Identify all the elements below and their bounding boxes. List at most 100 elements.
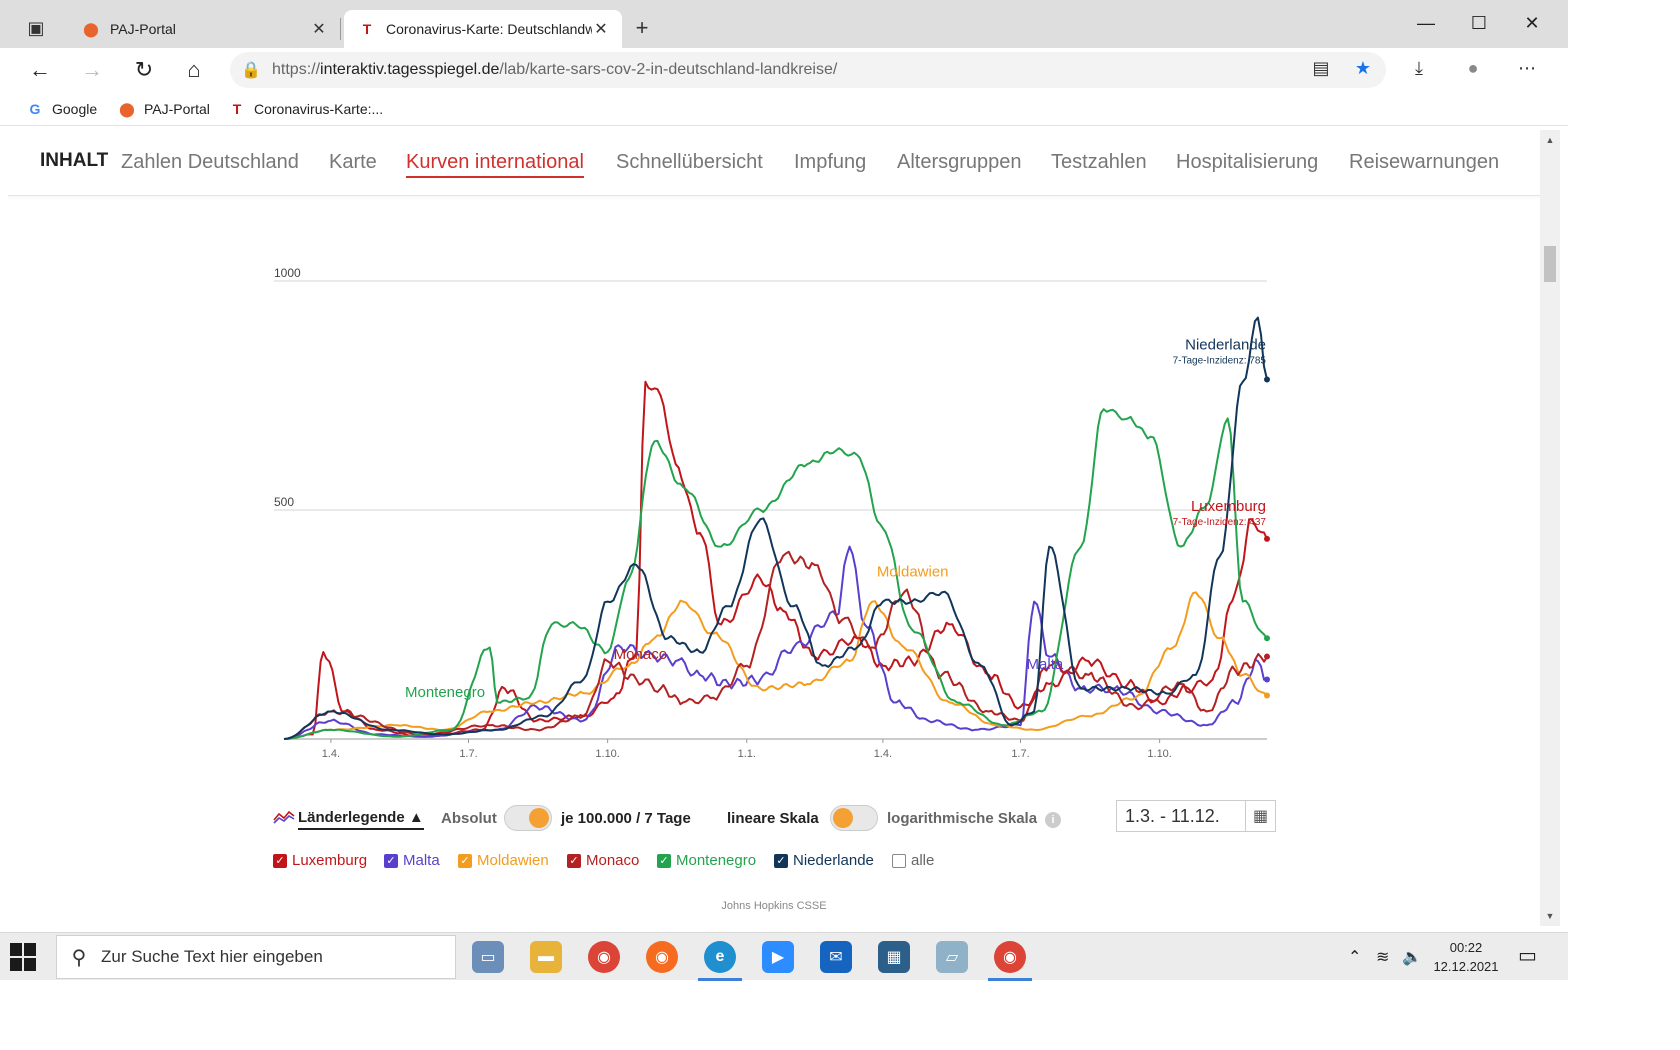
windows-start-icon[interactable] [10,943,38,971]
tray-chevron-icon[interactable]: ⌃ [1348,949,1362,966]
close-window-button[interactable]: ✕ [1524,13,1540,33]
bookmarks-bar: G Google ⬤ PAJ-Portal T Coronavirus-Kart… [0,92,1568,126]
info-icon[interactable]: i [1045,812,1061,828]
scroll-down-icon[interactable]: ▼ [1545,911,1555,921]
more-menu-icon[interactable]: ⋯ [1518,58,1536,78]
home-button[interactable]: ⌂ [187,57,201,82]
page-scrollbar[interactable]: ▲ ▼ [1540,130,1560,926]
lock-icon[interactable]: 🔒 [241,62,261,79]
maximize-button[interactable]: ☐ [1470,13,1488,33]
reload-button[interactable]: ↻ [134,57,154,82]
absolut-label[interactable]: Absolut [441,810,497,827]
tab-divider [340,18,341,40]
download-icon[interactable]: ⤓ [1415,58,1423,78]
close-tab-icon[interactable]: ✕ [594,21,608,38]
country-label: Monaco [586,852,640,869]
y-tick-label: 1000 [274,266,301,280]
chrome-running-icon[interactable]: ◉ [988,941,1032,981]
nav-kurven-international[interactable]: Kurven international [406,151,584,178]
series-line-niederlande [283,316,1268,740]
nav-label: INHALT [40,150,109,171]
series-line-moldawien [283,591,1268,740]
nav-altersgruppen[interactable]: Altersgruppen [897,151,1022,173]
checkbox-monaco[interactable]: ✓ Monaco [567,852,639,869]
checkbox-luxemburg[interactable]: ✓ Luxemburg [273,852,367,869]
chrome-icon[interactable]: ◉ [588,941,620,973]
checkbox-icon: ✓ [774,853,788,868]
series-end-dot-moldawien [1264,692,1270,699]
series-label-malta: Malta [1027,656,1064,673]
reader-view-icon[interactable]: ▤ [1312,58,1330,78]
tagesspiegel-icon: T [232,101,242,117]
site-nav: INHALT Zahlen Deutschland Karte Kurven i… [8,130,1540,196]
incidence-chart: 1000 500 1.4. 1.7. 1.10. 1.1. 1.4. 1.7. 1.10. Nie… [274,266,1270,760]
tab-coronavirus-karte[interactable]: T Coronavirus-Karte: Deutschlandw ✕ [344,10,622,48]
forward-button[interactable]: → [81,57,103,82]
video-editor-icon[interactable]: ▦ [878,941,910,973]
bookmark-label: Coronavirus-Karte:... [254,101,384,117]
checkbox-montenegro[interactable]: ✓ Montenegro [657,852,756,869]
linear-scale-label[interactable]: lineare Skala [727,810,819,827]
x-tick-label: 1.10. [1147,748,1171,760]
nav-testzahlen[interactable]: Testzahlen [1051,151,1147,173]
new-tab-button[interactable]: + [635,15,649,40]
wifi-icon[interactable]: ≋ [1376,949,1390,966]
back-button[interactable]: ← [29,57,51,82]
volume-icon[interactable]: 🔈 [1402,949,1422,966]
nav-schnelluebersicht[interactable]: Schnellübersicht [616,151,763,173]
notes-app-icon[interactable]: ▱ [936,941,968,973]
bookmark-paj-portal[interactable]: ⬤ PAJ-Portal [118,98,210,120]
address-bar: ← → ↻ ⌂ 🔒 https://interaktiv.tagesspiege… [0,48,1568,92]
absolute-relative-toggle[interactable] [504,805,552,831]
scroll-up-icon[interactable]: ▲ [1545,135,1555,145]
zoom-icon[interactable]: ▶ [762,941,794,973]
log-scale-label[interactable]: logarithmische Skala [887,810,1038,827]
pin-icon: ⬤ [83,20,99,37]
country-label: Moldawien [477,852,549,869]
date-range-input[interactable]: 1.3. - 11.12. ▦ [1116,800,1276,832]
series-line-montenegro [283,408,1268,740]
taskbar-search[interactable]: ⚲ Zur Suche Text hier eingeben [56,935,456,979]
scroll-thumb[interactable] [1544,246,1556,282]
checkbox-icon: ✓ [657,853,671,868]
taskbar-clock[interactable]: 00:22 12.12.2021 [1426,938,1506,976]
minimize-button[interactable]: — [1417,13,1435,33]
favorite-star-icon[interactable]: ★ [1354,58,1372,78]
chart-controls: Länderlegende ▲ Absolut je 100.000 / 7 T… [8,780,1540,912]
series-end-dot-luxemburg [1264,535,1270,542]
toggle-knob [833,808,853,828]
notification-icon[interactable]: ▭ [1518,945,1537,967]
scale-toggle[interactable] [830,805,878,831]
laptop-app-icon[interactable]: ▭ [472,941,504,973]
checkbox-icon: ✓ [567,853,581,868]
nav-reisewarnungen[interactable]: Reisewarnungen [1349,151,1500,173]
checkbox-alle[interactable]: alle [892,852,934,869]
url-field[interactable]: 🔒 https://interaktiv.tagesspiegel.de/lab… [230,52,1386,88]
url-scheme: https:// [272,61,321,78]
mail-icon[interactable]: ✉ [820,941,852,973]
close-tab-icon[interactable]: ✕ [312,21,326,38]
tab-actions-icon[interactable]: ▣ [27,17,45,38]
checkbox-malta[interactable]: ✓ Malta [384,852,440,869]
file-explorer-icon[interactable]: ▬ [530,941,562,973]
legend-toggle[interactable]: Länderlegende ▲ [298,809,424,830]
nav-zahlen-deutschland[interactable]: Zahlen Deutschland [121,151,299,173]
nav-impfung[interactable]: Impfung [794,151,867,173]
x-tick-label: 1.4. [874,748,892,760]
calendar-icon[interactable]: ▦ [1245,801,1275,831]
profile-avatar-icon[interactable]: ● [1467,58,1479,78]
per-100k-label[interactable]: je 100.000 / 7 Tage [561,810,691,827]
checkbox-icon: ✓ [384,853,398,868]
series-label-montenegro: Montenegro [405,684,485,701]
bookmark-coronavirus-karte[interactable]: T Coronavirus-Karte:... [228,98,383,120]
nav-karte[interactable]: Karte [329,151,377,173]
tab-paj-portal[interactable]: ⬤ PAJ-Portal ✕ [68,10,340,48]
edge-icon[interactable]: e [698,941,742,981]
firefox-icon[interactable]: ◉ [646,941,678,973]
checkbox-moldawien[interactable]: ✓ Moldawien [458,852,549,869]
bookmark-google[interactable]: G Google [26,98,98,120]
tab-title: PAJ-Portal [110,21,176,37]
nav-hospitalisierung[interactable]: Hospitalisierung [1176,151,1319,173]
checkbox-niederlande[interactable]: ✓ Niederlande [774,852,874,869]
clock-date: 12.12.2021 [1433,959,1499,974]
